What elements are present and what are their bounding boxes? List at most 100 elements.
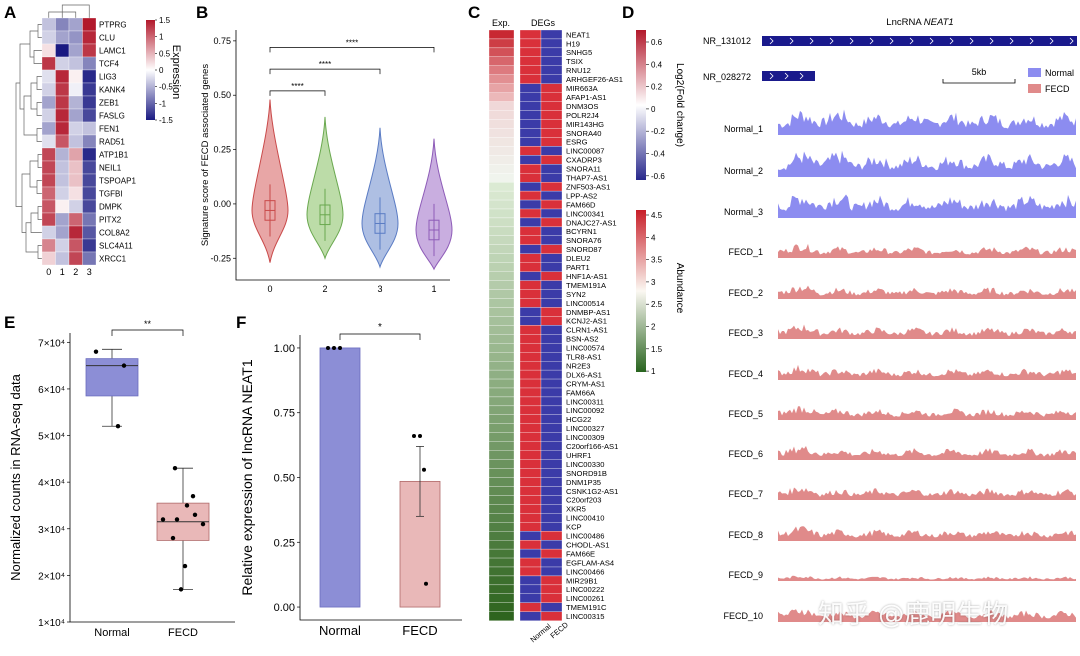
heatmap-cell bbox=[55, 199, 70, 214]
y-tick-label: 0.75 bbox=[274, 408, 295, 420]
heatmap-cell bbox=[55, 69, 70, 84]
deg-cell-fecd bbox=[540, 244, 563, 254]
heatmap-cell bbox=[41, 134, 56, 149]
legend-tick-label: 0 bbox=[651, 105, 656, 114]
panel-c-legend2-title: Abundance bbox=[674, 263, 685, 314]
deg-cell-normal bbox=[519, 477, 542, 487]
exp-cell bbox=[488, 468, 515, 478]
exp-cell bbox=[488, 566, 515, 577]
heatmap-cell bbox=[82, 43, 97, 58]
data-point bbox=[184, 503, 190, 508]
exp-cell bbox=[488, 396, 515, 407]
deg-cell-fecd bbox=[540, 101, 563, 111]
gene-label: NEIL1 bbox=[99, 163, 122, 172]
gene-label: PTPRG bbox=[99, 20, 127, 29]
heatmap-cell bbox=[82, 160, 97, 175]
heatmap-cell bbox=[82, 186, 97, 201]
exp-cell bbox=[488, 38, 515, 49]
panel-f-axes bbox=[299, 335, 462, 621]
deg-cell-fecd bbox=[540, 423, 563, 433]
track-label: FECD_6 bbox=[728, 449, 763, 459]
heatmap-cell bbox=[68, 173, 83, 188]
lncrna-gene-label: TSIX bbox=[566, 57, 583, 66]
column-label: 0 bbox=[46, 267, 51, 277]
dendrogram-branch bbox=[25, 222, 38, 253]
exp-cell bbox=[488, 235, 515, 245]
legend-tick-label: -0.4 bbox=[651, 150, 665, 159]
deg-cell-fecd bbox=[540, 173, 563, 183]
deg-cell-fecd bbox=[540, 575, 563, 586]
coverage-track-FECD_6 bbox=[778, 446, 1076, 460]
exp-cell bbox=[488, 128, 515, 138]
lncrna-gene-label: XKR5 bbox=[566, 505, 586, 514]
lncrna-gene-label: LINC00092 bbox=[566, 406, 604, 415]
deg-cell-fecd bbox=[540, 369, 563, 380]
strand-arrow bbox=[949, 37, 954, 45]
deg-cell-fecd bbox=[540, 74, 563, 84]
deg-cell-normal bbox=[519, 155, 542, 165]
heatmap-cell bbox=[41, 212, 56, 227]
heatmap-cell bbox=[82, 17, 97, 32]
coverage-track-FECD_7 bbox=[778, 487, 1076, 500]
lncrna-gene-label: MIR143HG bbox=[566, 120, 604, 129]
deg-cell-normal bbox=[519, 540, 542, 550]
panel-b-letter: B bbox=[196, 3, 208, 22]
panel-c-legend1-title: Log2(Fold change) bbox=[674, 63, 685, 147]
lncrna-gene-label: SYN2 bbox=[566, 290, 586, 299]
x-tick-label: 1 bbox=[431, 284, 436, 294]
heatmap-cell bbox=[41, 56, 56, 71]
lncrna-gene-label: LINC00466 bbox=[566, 567, 604, 576]
exp-cell bbox=[488, 584, 515, 595]
exp-cell bbox=[488, 387, 515, 398]
column-label: 3 bbox=[87, 267, 92, 277]
legend-tick-label: 1 bbox=[159, 33, 164, 42]
lncrna-gene-label: LINC00261 bbox=[566, 594, 604, 603]
exp-cell bbox=[488, 316, 515, 326]
lncrna-gene-label: RNU12 bbox=[566, 66, 591, 75]
deg-cell-fecd bbox=[540, 289, 563, 299]
heatmap-cell bbox=[68, 43, 83, 58]
deg-cell-normal bbox=[519, 83, 542, 93]
lncrna-gene-label: NR2E3 bbox=[566, 361, 590, 370]
exp-cell bbox=[488, 181, 515, 192]
lncrna-gene-label: TLR8-AS1 bbox=[566, 353, 601, 362]
deg-cell-fecd bbox=[540, 235, 563, 245]
heatmap-cell bbox=[55, 134, 70, 149]
significance-stars: **** bbox=[291, 82, 303, 91]
data-point bbox=[115, 424, 121, 429]
heatmap-cell bbox=[55, 17, 70, 32]
heatmap-cell bbox=[41, 173, 56, 188]
lncrna-gene-label: BCYRN1 bbox=[566, 227, 597, 236]
deg-cell-fecd bbox=[540, 477, 563, 487]
y-tick-label: 6×10⁴ bbox=[38, 385, 65, 396]
deg-cell-normal bbox=[519, 522, 542, 532]
heatmap-cell bbox=[82, 69, 97, 84]
data-point bbox=[332, 345, 336, 350]
coverage-track-FECD_4 bbox=[778, 364, 1076, 380]
exp-cell bbox=[488, 29, 515, 40]
panel-d-title: LncRNA NEAT1 bbox=[886, 17, 953, 28]
panel-f-ylabel: Relative expression of lncRNA NEAT1 bbox=[239, 359, 255, 595]
gene-label: SLC4A11 bbox=[99, 241, 133, 250]
heatmap-cell bbox=[68, 160, 83, 175]
strand-arrow bbox=[989, 37, 994, 45]
legend-tick-label: 0.5 bbox=[159, 49, 171, 58]
deg-cell-normal bbox=[519, 190, 542, 201]
deg-cell-fecd bbox=[540, 155, 563, 165]
data-point bbox=[190, 493, 196, 499]
data-point bbox=[160, 517, 166, 522]
dendrogram-branch bbox=[61, 4, 90, 18]
deg-cell-fecd bbox=[540, 271, 563, 281]
heatmap-cell bbox=[68, 199, 83, 214]
lncrna-gene-label: C20orf166-AS1 bbox=[566, 442, 618, 451]
gene-label: ZEB1 bbox=[99, 98, 120, 107]
heatmap-cell bbox=[68, 186, 83, 201]
deg-cell-normal bbox=[519, 495, 542, 505]
legend-fecd-label: FECD bbox=[1045, 84, 1070, 94]
heatmap-cell bbox=[41, 160, 56, 175]
heatmap-cell bbox=[41, 95, 56, 110]
gene-label: FASLG bbox=[99, 111, 125, 120]
y-tick-label: 1.00 bbox=[274, 343, 295, 355]
deg-cell-normal bbox=[519, 548, 542, 559]
deg-cell-normal bbox=[519, 352, 542, 362]
